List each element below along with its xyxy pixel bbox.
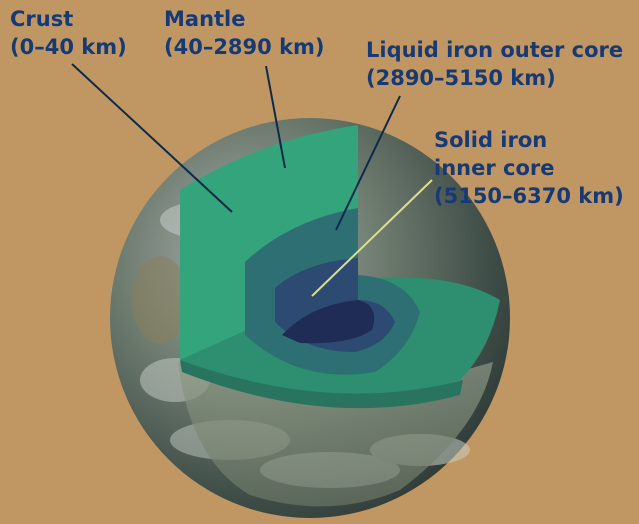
mantle-pointer-line bbox=[265, 65, 286, 169]
inner-core-depth-range: (5150–6370 km) bbox=[434, 184, 624, 208]
crust-depth-range: (0–40 km) bbox=[10, 35, 127, 59]
inner-core-pointer-line bbox=[311, 179, 433, 297]
inner-core-name-line1: Solid iron bbox=[434, 128, 548, 152]
crust-name: Crust bbox=[10, 7, 74, 31]
outer-core-pointer-line bbox=[335, 95, 401, 231]
outer-core-name: Liquid iron outer core bbox=[366, 38, 624, 62]
inner-core-name-line2: inner core bbox=[434, 156, 555, 180]
core-center bbox=[282, 300, 375, 344]
inner-core-label: Solid iron inner core (5150–6370 km) bbox=[434, 126, 624, 210]
crust-label: Crust (0–40 km) bbox=[10, 5, 127, 61]
mantle-name: Mantle bbox=[164, 7, 246, 31]
outer-core-label: Liquid iron outer core (2890–5150 km) bbox=[366, 36, 623, 92]
mantle-floor-edge bbox=[180, 360, 463, 409]
crust-pointer-line bbox=[71, 63, 233, 213]
outer-core-depth-range: (2890–5150 km) bbox=[366, 66, 556, 90]
mantle-depth-range: (40–2890 km) bbox=[164, 35, 325, 59]
mantle-label: Mantle (40–2890 km) bbox=[164, 5, 325, 61]
